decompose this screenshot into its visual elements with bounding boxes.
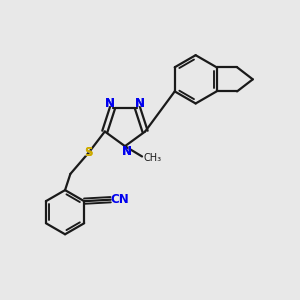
Text: N: N [121, 145, 132, 158]
Text: N: N [105, 97, 115, 110]
Text: S: S [84, 146, 93, 159]
Text: N: N [122, 145, 131, 158]
Text: S: S [84, 146, 93, 159]
Text: CH₃: CH₃ [143, 153, 161, 163]
Text: N: N [134, 97, 146, 110]
Text: S: S [84, 146, 93, 159]
Text: N: N [105, 97, 115, 110]
Text: N: N [105, 97, 116, 110]
Text: N: N [135, 97, 145, 110]
Text: N: N [122, 145, 131, 158]
Text: N: N [135, 97, 145, 110]
Text: CN: CN [111, 193, 130, 206]
